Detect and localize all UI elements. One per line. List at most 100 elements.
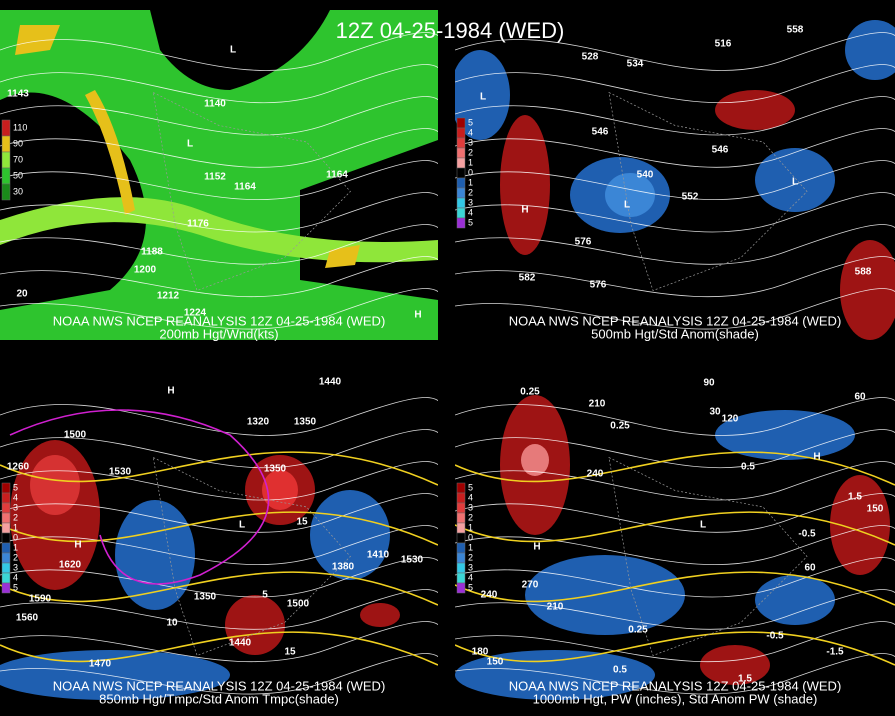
panel-subcaption: 200mb Hgt/Wnd(kts) — [159, 326, 278, 341]
height-contour — [0, 557, 438, 598]
legend-swatch — [456, 177, 466, 189]
anomaly-region — [605, 173, 655, 217]
contour-label: 1530 — [109, 467, 132, 478]
height-contour — [455, 557, 895, 598]
panel-subcaption: 1000mb Hgt, PW (inches), Std Anom PW (sh… — [533, 691, 818, 706]
legend-swatch — [456, 482, 466, 494]
legend-swatch — [1, 492, 11, 504]
legend-label: 1 — [13, 542, 18, 552]
contour-label: 1.5 — [738, 674, 752, 685]
contour-label: 582 — [519, 273, 536, 284]
contour-label: L — [700, 520, 706, 531]
contour-label: L — [480, 92, 486, 103]
legend-swatch — [456, 572, 466, 584]
panel-caption: NOAA NWS NCEP REANALYSIS 12Z 04-25-1984 … — [53, 313, 386, 328]
legend-swatch — [456, 502, 466, 514]
legend-label: 3 — [468, 197, 473, 207]
contour-label: 1380 — [332, 562, 355, 573]
contour-label: 120 — [722, 414, 739, 425]
legend-label: 3 — [13, 562, 18, 572]
contour-label: 516 — [715, 39, 732, 50]
contour-label: H — [414, 310, 421, 321]
legend-label: 110 — [13, 122, 27, 132]
panel-subcaption: 500mb Hgt/Std Anom(shade) — [591, 326, 759, 341]
contour-label: 150 — [867, 504, 884, 515]
legend-label: 0 — [468, 532, 473, 542]
shaded-region — [150, 10, 330, 90]
legend-label: 3 — [468, 137, 473, 147]
secondary-contour — [0, 451, 438, 486]
secondary-contour — [455, 631, 895, 666]
legend-label: 3 — [13, 502, 18, 512]
legend-label: 4 — [468, 127, 473, 137]
panel-subcaption: 850mb Hgt/Tmpc/Std Anom Tmpc(shade) — [99, 691, 339, 706]
legend-label: 5 — [468, 117, 473, 127]
contour-label: 1530 — [401, 555, 424, 566]
height-contour — [455, 429, 895, 469]
contour-label: 210 — [547, 602, 564, 613]
contour-label: 1164 — [234, 182, 256, 193]
legend-swatch — [456, 492, 466, 504]
legend-label: 1 — [468, 157, 473, 167]
legend-swatch — [1, 502, 11, 514]
legend-label: 5 — [13, 582, 18, 592]
contour-label: 1320 — [247, 417, 270, 428]
height-contour — [0, 429, 438, 469]
anomaly-region — [115, 500, 195, 610]
height-contour — [455, 64, 895, 104]
temperature-contour — [9, 409, 270, 585]
height-contour — [0, 32, 438, 71]
height-contour — [0, 621, 438, 663]
anomaly-region — [0, 650, 230, 700]
legend-label: 5 — [13, 482, 18, 492]
legend-label: 4 — [468, 207, 473, 217]
map-panel: 558534528516546546540552576582576588LLLH… — [455, 10, 895, 341]
contour-label: 1590 — [29, 594, 52, 605]
height-contour — [0, 256, 438, 298]
contour-label: L — [792, 177, 798, 188]
anomaly-region — [360, 603, 400, 627]
legend-label: 90 — [13, 138, 23, 148]
legend-swatch — [1, 183, 11, 201]
contour-label: 1500 — [64, 430, 87, 441]
contour-label: 1350 — [294, 417, 317, 428]
shaded-region — [85, 90, 135, 215]
legend-label: 2 — [13, 552, 18, 562]
height-contour — [0, 397, 438, 436]
legend-swatch — [456, 532, 466, 544]
contour-label: 534 — [627, 59, 644, 70]
contour-label: 528 — [582, 52, 599, 63]
contour-label: 552 — [682, 192, 699, 203]
contour-label: 90 — [703, 378, 715, 389]
legend-label: 2 — [468, 147, 473, 157]
legend-label: 30 — [13, 186, 23, 196]
height-contour — [455, 32, 895, 71]
contour-label: 180 — [472, 647, 489, 658]
contour-label: 1143 — [7, 89, 29, 100]
panel-caption: NOAA NWS NCEP REANALYSIS 12Z 04-25-1984 … — [509, 678, 842, 693]
anomaly-region — [455, 50, 510, 140]
height-contour — [0, 653, 438, 695]
legend-swatch — [456, 207, 466, 219]
height-contour — [455, 653, 895, 695]
height-contour — [455, 96, 895, 136]
contour-label: -0.5 — [798, 529, 816, 540]
legend-swatch — [456, 127, 466, 139]
contour-label: 588 — [855, 267, 872, 278]
contour-label: 1176 — [187, 219, 209, 230]
contour-label: 558 — [787, 25, 804, 36]
legend-swatch — [1, 522, 11, 534]
height-contour — [455, 461, 895, 501]
legend-swatch — [456, 552, 466, 564]
height-contour — [0, 160, 438, 201]
contour-label: 1500 — [287, 599, 310, 610]
legend-swatch — [456, 522, 466, 534]
legend-swatch — [1, 552, 11, 564]
contour-label: 576 — [590, 280, 607, 291]
legend-swatch — [1, 482, 11, 494]
legend-label: 1 — [13, 522, 18, 532]
height-contour — [455, 224, 895, 265]
legend-label: 3 — [468, 502, 473, 512]
